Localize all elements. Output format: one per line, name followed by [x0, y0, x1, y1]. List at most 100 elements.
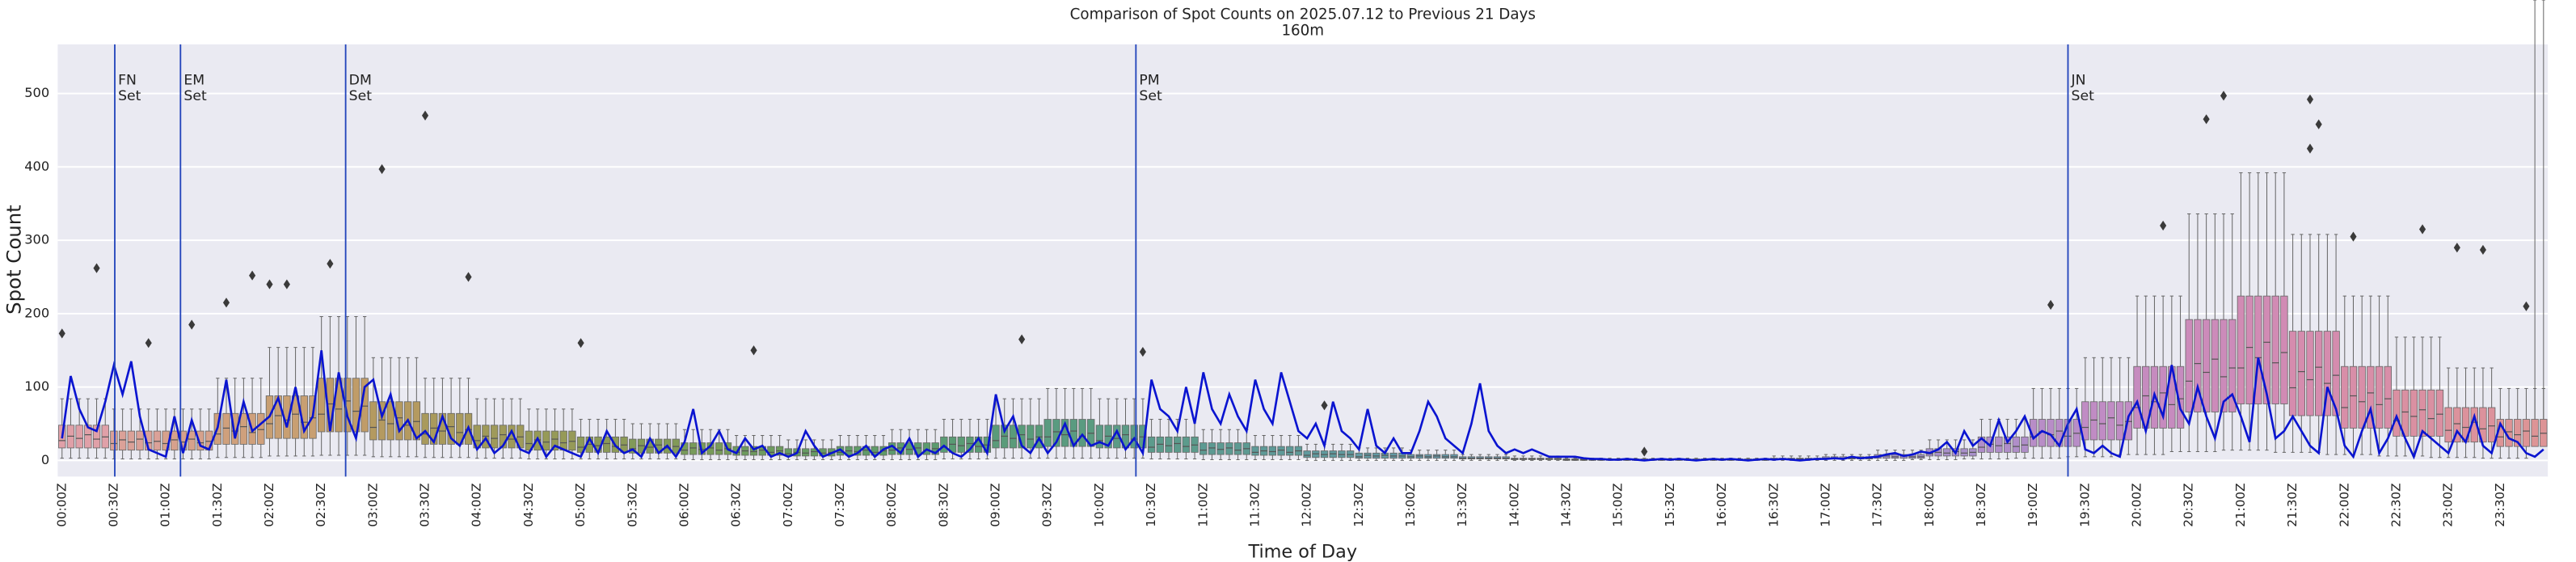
box — [257, 412, 265, 445]
box — [905, 442, 913, 455]
x-tick-label: 18:00Z — [1922, 483, 1937, 526]
box — [2401, 389, 2409, 437]
box — [1943, 448, 1951, 457]
x-tick-label: 11:00Z — [1195, 483, 1210, 526]
box — [2185, 319, 2193, 412]
box — [1303, 450, 1311, 458]
box — [2453, 407, 2461, 443]
box — [222, 412, 230, 445]
outlier — [2220, 91, 2228, 101]
box — [2133, 366, 2141, 429]
x-tick-label: 18:30Z — [1974, 483, 1988, 526]
outlier — [188, 319, 196, 330]
box — [2444, 407, 2452, 443]
outlier — [2203, 114, 2210, 125]
box — [2107, 401, 2115, 441]
box — [92, 425, 101, 449]
x-tick-label: 09:30Z — [1040, 483, 1055, 526]
x-tick-label: 08:30Z — [936, 483, 951, 526]
outlier — [2479, 244, 2487, 256]
x-tick-label: 09:00Z — [989, 483, 1003, 526]
box — [118, 430, 127, 451]
x-tick-label: 11:30Z — [1247, 483, 1262, 526]
event-label: Set — [2072, 88, 2095, 104]
box — [1995, 436, 2003, 453]
box — [2393, 389, 2401, 437]
y-tick-label: 0 — [41, 452, 49, 467]
x-tick-label: 22:00Z — [2337, 483, 2351, 526]
x-tick-label: 23:00Z — [2441, 483, 2456, 526]
x-tick-label: 23:30Z — [2493, 483, 2507, 526]
box — [499, 425, 507, 449]
x-tick-label: 21:30Z — [2285, 483, 2300, 526]
x-axis-label: Time of Day — [1248, 541, 1358, 562]
outlier — [465, 272, 472, 282]
box — [1182, 436, 1191, 453]
comparison-line — [61, 350, 2544, 462]
box — [2211, 319, 2220, 412]
x-tick-label: 19:30Z — [2077, 483, 2092, 526]
x-tick-label: 00:00Z — [54, 483, 69, 526]
outlier — [2315, 119, 2322, 129]
box — [2323, 331, 2332, 416]
box — [2115, 401, 2124, 441]
box — [2081, 401, 2089, 441]
event-label: Set — [183, 88, 207, 104]
outlier — [2418, 224, 2426, 235]
box — [1251, 446, 1259, 456]
box — [2409, 389, 2418, 437]
box — [386, 401, 394, 441]
x-tick-label: 16:30Z — [1766, 483, 1781, 526]
x-tick-label: 06:30Z — [729, 483, 744, 526]
box — [1208, 442, 1216, 455]
box — [136, 430, 144, 451]
box — [568, 430, 576, 451]
box — [2418, 389, 2426, 437]
outlier — [58, 328, 65, 339]
box — [2271, 295, 2279, 404]
box — [153, 430, 162, 451]
chart-subtitle: 160m — [1281, 23, 1324, 40]
box — [1078, 419, 1086, 447]
outlier — [2306, 94, 2314, 105]
box — [1355, 452, 1364, 459]
box — [1268, 446, 1277, 456]
x-tick-label: 05:30Z — [625, 483, 639, 526]
box — [2194, 319, 2202, 412]
x-tick-label: 12:30Z — [1351, 483, 1366, 526]
box — [1130, 425, 1138, 449]
box — [2306, 331, 2314, 416]
outlier — [222, 298, 230, 308]
y-tick-label: 200 — [24, 305, 49, 320]
x-tick-label: 04:30Z — [521, 483, 536, 526]
outlier — [93, 263, 100, 273]
box — [2089, 401, 2098, 441]
box — [2375, 366, 2384, 429]
x-tick-label: 07:00Z — [781, 483, 795, 526]
box — [1147, 436, 1156, 453]
box — [2228, 319, 2237, 412]
box — [231, 412, 239, 445]
outlier — [378, 164, 386, 175]
box — [629, 438, 637, 454]
x-tick-label: 07:30Z — [833, 483, 847, 526]
box — [2514, 419, 2522, 447]
x-tick-label: 01:30Z — [210, 483, 225, 526]
x-tick-label: 10:00Z — [1092, 483, 1107, 526]
x-tick-label: 14:30Z — [1559, 483, 1574, 526]
outlier — [249, 270, 256, 281]
box — [2358, 366, 2366, 429]
box — [2427, 389, 2435, 437]
plot-area — [57, 44, 2549, 477]
box — [2254, 295, 2262, 404]
box — [2012, 436, 2020, 453]
box — [1216, 442, 1225, 455]
y-tick-label: 100 — [24, 378, 49, 394]
box — [1233, 442, 1242, 455]
outlier — [750, 345, 757, 356]
box — [377, 401, 386, 441]
box — [749, 446, 758, 456]
box — [2237, 295, 2245, 404]
box — [412, 401, 421, 441]
